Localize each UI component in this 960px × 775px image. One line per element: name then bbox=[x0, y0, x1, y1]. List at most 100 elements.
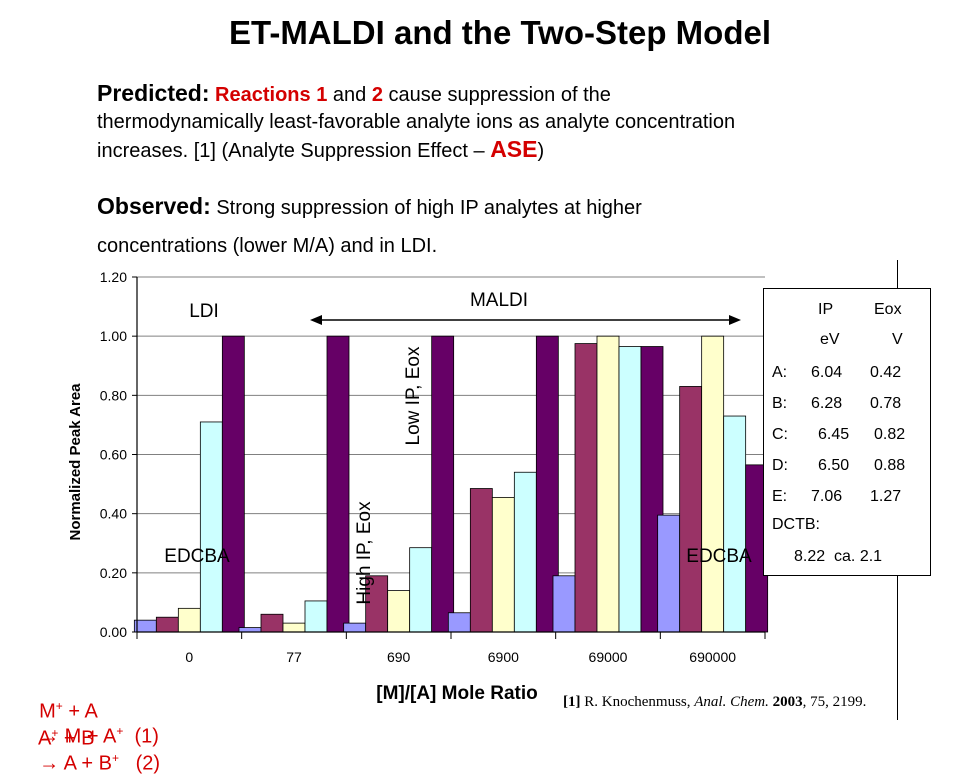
x-axis-label: [M]/[A] Mole Ratio bbox=[376, 683, 537, 704]
table-row-d-label: D: bbox=[772, 457, 788, 474]
bar-69000-series-2 bbox=[574, 343, 598, 633]
table-dctb-label: DCTB: bbox=[772, 516, 820, 533]
x-tick-label: 690000 bbox=[689, 649, 736, 665]
maldi-arrowhead-right bbox=[729, 315, 741, 325]
table-row-e-label: E: bbox=[772, 488, 788, 505]
table-row-a-ip: 6.04 bbox=[811, 364, 843, 381]
observed-paragraph: Observed: Strong suppression of high IP … bbox=[97, 187, 887, 265]
bar-690000-series-4 bbox=[723, 415, 747, 633]
ip-eox-table: IP Eox eV V A: 6.04 0.42 B: 6.28 0.78 C:… bbox=[763, 288, 931, 576]
table-row-d-ip: 6.50 bbox=[818, 457, 850, 474]
reaction-2-ref: 2 bbox=[371, 84, 383, 106]
x-tick-label: 0 bbox=[185, 649, 193, 665]
bar-690000-series-2 bbox=[679, 386, 703, 633]
table-row-b-eox: 0.78 bbox=[870, 395, 902, 412]
annotation-maldi: MALDI bbox=[470, 290, 528, 311]
eq2-a: A bbox=[38, 727, 52, 750]
x-tick-label: 69000 bbox=[589, 649, 628, 665]
y-tick-label: 0.20 bbox=[100, 565, 127, 581]
bar-6900-series-2 bbox=[469, 488, 493, 633]
reference-year: 2003 bbox=[772, 694, 803, 710]
table-row-a-label: A: bbox=[772, 364, 788, 381]
table-row-c-label: C: bbox=[772, 426, 788, 443]
y-axis-label: Normalized Peak Area bbox=[67, 383, 84, 541]
bar-690-series-4 bbox=[409, 547, 433, 633]
reference-rest: , 75, 2199. bbox=[802, 694, 867, 710]
table-unit-v: V bbox=[892, 331, 903, 348]
chart-axes: 0.00 0.20 0.40 0.60 0.80 1.00 1.20 0 77 690 6900 69… bbox=[100, 269, 766, 665]
bar-0-series-2 bbox=[155, 616, 179, 633]
bar-6900-series-4 bbox=[513, 471, 537, 633]
reaction-1-ref: 1 bbox=[316, 84, 328, 106]
annotation-ldi: LDI bbox=[189, 301, 219, 322]
bar-690000-series-3 bbox=[701, 335, 725, 633]
bar-77-series-3 bbox=[282, 622, 306, 633]
predicted-lead: Predicted: bbox=[97, 80, 210, 106]
table-header-ip: IP bbox=[818, 301, 834, 318]
bar-690-series-1 bbox=[343, 622, 367, 633]
bar-690-series-5 bbox=[431, 335, 455, 633]
table-dctb-values: 8.22 ca. 2.1 bbox=[794, 548, 883, 565]
x-tick-label: 690 bbox=[387, 649, 411, 665]
predicted-line1-rest: cause suppression of the bbox=[388, 84, 611, 106]
y-tick-label: 0.00 bbox=[100, 624, 127, 640]
bar-77-series-4 bbox=[304, 600, 328, 633]
eq2-plus-b: + B bbox=[58, 727, 101, 750]
bar-chart: 0.00 0.20 0.40 0.60 0.80 1.00 1.20 0 77 690 6900 69… bbox=[67, 269, 769, 704]
chart-bars bbox=[133, 335, 769, 633]
bar-77-series-5 bbox=[326, 335, 350, 633]
reference-authors: R. Knochenmuss, bbox=[584, 694, 691, 710]
observed-line1: Strong suppression of high IP analytes a… bbox=[216, 197, 642, 219]
x-tick-label: 77 bbox=[286, 649, 302, 665]
x-tick-label: 6900 bbox=[488, 649, 519, 665]
table-row-b-label: B: bbox=[772, 395, 788, 412]
table-row-e-eox: 1.27 bbox=[870, 488, 902, 505]
maldi-arrowhead-left bbox=[310, 315, 322, 325]
predicted-line2: thermodynamically least-favorable analyt… bbox=[97, 111, 736, 133]
bar-0-series-3 bbox=[177, 607, 201, 633]
table-row-e-ip: 7.06 bbox=[811, 488, 843, 505]
bar-690-series-3 bbox=[387, 590, 411, 633]
eq2-number: (2) bbox=[118, 752, 161, 775]
bar-69000-series-3 bbox=[596, 335, 620, 633]
bar-6900-series-1 bbox=[447, 612, 471, 633]
bar-77-series-1 bbox=[238, 627, 262, 633]
reference-number: [1] bbox=[563, 694, 581, 710]
observed-line2: concentrations (lower M/A) and in LDI. bbox=[97, 235, 438, 257]
equation-2: A+ + B → A + B+ (2) bbox=[38, 726, 161, 775]
annotation-edcba-right: EDCBA bbox=[686, 546, 752, 567]
table-header-eox: Eox bbox=[874, 301, 902, 318]
table-row-c-ip: 6.45 bbox=[818, 426, 850, 443]
observed-lead: Observed: bbox=[97, 193, 211, 219]
y-tick-label: 0.80 bbox=[100, 387, 127, 403]
annotation-low-ip: Low IP, Eox bbox=[403, 346, 424, 445]
predicted-line3-end: ) bbox=[537, 140, 545, 162]
eq1-plus-a: + A bbox=[62, 700, 103, 723]
table-row-d-eox: 0.88 bbox=[874, 457, 906, 474]
y-tick-label: 1.20 bbox=[100, 269, 127, 285]
predicted-line3-start: increases. [1] (Analyte Suppression Effe… bbox=[97, 140, 485, 162]
and-word: and bbox=[332, 84, 367, 106]
bar-69000-series-4 bbox=[618, 346, 642, 633]
y-tick-label: 0.40 bbox=[100, 506, 127, 522]
bar-77-series-2 bbox=[260, 613, 284, 633]
table-row-c-eox: 0.82 bbox=[874, 426, 906, 443]
reactions-word: Reactions bbox=[215, 84, 311, 106]
bar-0-series-5 bbox=[221, 335, 245, 633]
ase-acronym: ASE bbox=[490, 136, 538, 162]
table-unit-ev: eV bbox=[820, 331, 840, 348]
bar-6900-series-3 bbox=[491, 496, 515, 633]
eq1-m: M bbox=[39, 700, 56, 723]
bar-690000-series-1 bbox=[657, 514, 681, 633]
bar-69000-series-1 bbox=[552, 575, 576, 633]
slide-title: ET-MALDI and the Two-Step Model bbox=[228, 14, 772, 51]
eq2-arrow-icon: → bbox=[39, 752, 60, 775]
table-row-b-ip: 6.28 bbox=[811, 395, 843, 412]
y-tick-label: 0.60 bbox=[100, 447, 127, 463]
bar-0-series-4 bbox=[199, 421, 223, 633]
reference-journal: Anal. Chem. bbox=[694, 694, 769, 710]
reference-citation: [1] R. Knochenmuss, Anal. Chem. 2003, 75… bbox=[563, 694, 866, 711]
table-row-a-eox: 0.42 bbox=[870, 364, 902, 381]
y-tick-label: 1.00 bbox=[100, 328, 127, 344]
bar-0-series-1 bbox=[133, 619, 157, 633]
